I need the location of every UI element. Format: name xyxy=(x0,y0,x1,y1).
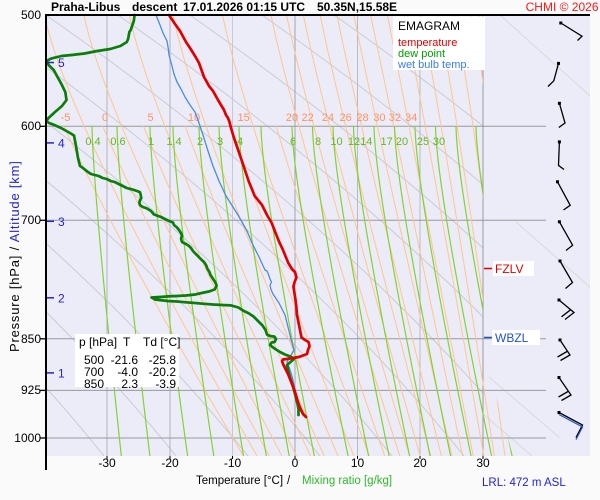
svg-text:4: 4 xyxy=(58,136,65,150)
svg-text:925: 925 xyxy=(21,383,41,397)
svg-text:20: 20 xyxy=(413,456,427,470)
svg-text:1: 1 xyxy=(58,366,65,380)
svg-text:3: 3 xyxy=(58,215,65,229)
svg-text:CHMI © 2026: CHMI © 2026 xyxy=(526,0,599,14)
svg-text:-5: -5 xyxy=(61,112,71,124)
svg-text:22: 22 xyxy=(301,112,313,124)
svg-text:10: 10 xyxy=(188,112,200,124)
svg-text:500: 500 xyxy=(21,8,41,22)
svg-text:1.4: 1.4 xyxy=(166,136,181,148)
svg-text:24: 24 xyxy=(322,112,334,124)
svg-text:wet bulb temp.: wet bulb temp. xyxy=(397,59,470,71)
svg-text:17.01.2026 01:15 UTC: 17.01.2026 01:15 UTC xyxy=(183,0,305,14)
svg-text:26: 26 xyxy=(339,112,351,124)
svg-text:32: 32 xyxy=(389,112,401,124)
svg-text:descent: descent xyxy=(132,0,177,14)
svg-text:-30: -30 xyxy=(98,456,116,470)
svg-text:34: 34 xyxy=(405,112,417,124)
svg-text:-20: -20 xyxy=(161,456,179,470)
svg-text:T: T xyxy=(123,335,131,349)
svg-text:temperature: temperature xyxy=(398,37,457,49)
svg-text:30: 30 xyxy=(373,112,385,124)
svg-text:-25.8: -25.8 xyxy=(149,353,177,367)
svg-text:15: 15 xyxy=(237,112,249,124)
svg-text:50.35N,15.58E: 50.35N,15.58E xyxy=(317,0,397,14)
svg-text:p [hPa]: p [hPa] xyxy=(79,335,117,349)
svg-text:8: 8 xyxy=(315,136,321,148)
svg-text:2: 2 xyxy=(58,291,65,305)
svg-text:28: 28 xyxy=(356,112,368,124)
svg-text:-4.0: -4.0 xyxy=(117,365,138,379)
svg-text:20: 20 xyxy=(396,136,408,148)
svg-text:EMAGRAM: EMAGRAM xyxy=(398,19,460,33)
svg-text:/: / xyxy=(287,475,291,487)
svg-text:Mixing ratio [g/kg]: Mixing ratio [g/kg] xyxy=(302,475,392,487)
svg-text:500: 500 xyxy=(84,353,104,367)
svg-text:WBZL: WBZL xyxy=(495,331,529,345)
svg-text:14: 14 xyxy=(360,136,372,148)
svg-text:0: 0 xyxy=(102,112,108,124)
svg-text:-20.2: -20.2 xyxy=(149,365,177,379)
svg-text:5: 5 xyxy=(147,112,153,124)
svg-text:2: 2 xyxy=(197,136,203,148)
svg-text:850: 850 xyxy=(21,332,41,346)
svg-text:LRL: 472 m ASL: LRL: 472 m ASL xyxy=(482,477,566,489)
svg-text:30: 30 xyxy=(433,136,445,148)
svg-text:700: 700 xyxy=(84,365,104,379)
svg-text:Praha-Libus: Praha-Libus xyxy=(51,0,121,14)
svg-text:10: 10 xyxy=(330,136,342,148)
svg-text:-10: -10 xyxy=(224,456,242,470)
svg-text:FZLV: FZLV xyxy=(495,262,523,276)
svg-text:1000: 1000 xyxy=(14,431,41,445)
svg-text:30: 30 xyxy=(476,456,490,470)
svg-text:700: 700 xyxy=(21,213,41,227)
svg-text:0.6: 0.6 xyxy=(110,136,125,148)
svg-text:-21.6: -21.6 xyxy=(111,353,139,367)
svg-text:0.4: 0.4 xyxy=(85,136,100,148)
svg-text:12: 12 xyxy=(348,136,360,148)
svg-text:4: 4 xyxy=(237,136,243,148)
svg-text:5: 5 xyxy=(58,56,65,70)
svg-text:Temperature [°C]: Temperature [°C] xyxy=(196,475,283,487)
svg-text:dew point: dew point xyxy=(398,48,445,60)
svg-text:6: 6 xyxy=(290,136,296,148)
svg-text:17: 17 xyxy=(380,136,392,148)
svg-text:3: 3 xyxy=(217,136,223,148)
svg-text:Pressure [hPa] / Altitude [km]: Pressure [hPa] / Altitude [km] xyxy=(7,160,22,352)
svg-text:1: 1 xyxy=(148,136,154,148)
svg-text:0: 0 xyxy=(292,456,299,470)
svg-text:-3.9: -3.9 xyxy=(155,377,176,391)
svg-text:Td [°C]: Td [°C] xyxy=(143,335,180,349)
svg-text:600: 600 xyxy=(21,119,41,133)
svg-text:20: 20 xyxy=(286,112,298,124)
svg-text:25: 25 xyxy=(417,136,429,148)
svg-text:10: 10 xyxy=(351,456,365,470)
svg-text:2.3: 2.3 xyxy=(121,377,138,391)
svg-text:850: 850 xyxy=(84,377,104,391)
